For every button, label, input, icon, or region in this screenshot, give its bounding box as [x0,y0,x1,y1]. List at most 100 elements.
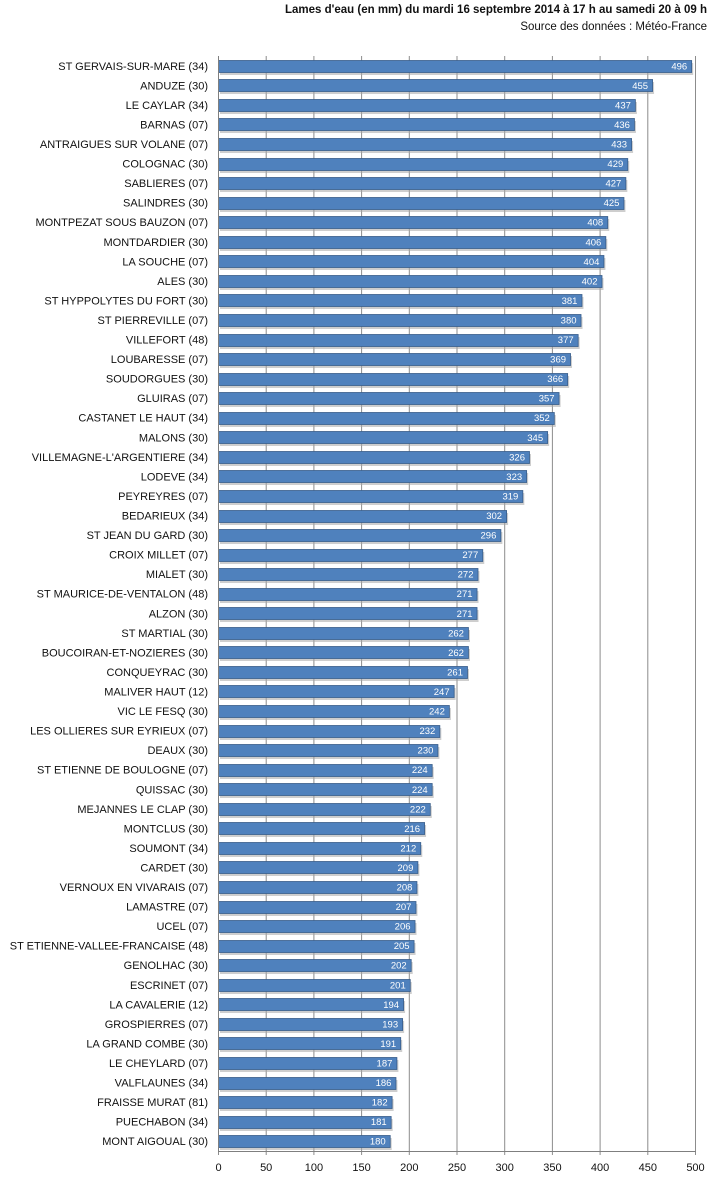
x-tick-label: 100 [305,1162,323,1174]
bar-value-label: 369 [550,355,566,366]
bar-value-label: 230 [418,746,434,757]
x-tick-label: 500 [686,1162,704,1174]
category-label: ST ETIENNE-VALLEE-FRANCAISE (48) [10,941,208,953]
chart-title: Lames d'eau (en mm) du mardi 16 septembr… [284,4,707,16]
bar-value-label: 380 [561,315,577,326]
bar [218,431,549,444]
category-label: SALINDRES (30) [123,198,208,210]
bar-value-label: 408 [587,218,603,229]
category-label: MEJANNES LE CLAP (30) [77,804,208,816]
bar [218,588,478,601]
bar [218,1116,392,1129]
bar-value-label: 242 [429,707,445,718]
category-label: GLUIRAS (07) [137,393,208,405]
category-label: VALFLAUNES (34) [115,1078,208,1090]
bar-value-label: 404 [584,257,600,268]
bar-value-label: 402 [582,276,598,287]
category-label: ALZON (30) [149,608,208,620]
bar-value-label: 296 [481,531,497,542]
bar-value-label: 427 [605,179,621,190]
bar [218,627,469,640]
x-tick-label: 400 [591,1162,609,1174]
bar-value-label: 247 [434,687,450,698]
bar-value-label: 224 [412,785,428,796]
category-label: MONTDARDIER (30) [103,237,208,249]
bar [218,803,431,816]
bar [218,177,627,190]
category-label: CARDET (30) [140,862,208,874]
bar [218,901,417,914]
bar-value-label: 302 [486,511,502,522]
category-label: UCEL (07) [156,921,208,933]
category-label: MALONS (30) [139,432,208,444]
category-label: LA CAVALERIE (12) [109,999,208,1011]
category-label: ANTRAIGUES SUR VOLANE (07) [40,139,208,151]
bar [218,334,579,347]
bar-value-label: 262 [448,628,464,639]
category-label: VIC LE FESQ (30) [118,706,208,718]
bar-value-label: 406 [585,237,601,248]
bar-value-label: 455 [632,81,648,92]
category-label: FRAISSE MURAT (81) [97,1097,208,1109]
category-label: SABLIERES (07) [124,178,208,190]
bar [218,1135,391,1148]
category-label: ST MARTIAL (30) [121,628,208,640]
bar [218,118,635,131]
bar [218,881,418,894]
bar-value-label: 277 [462,550,478,561]
bar [218,158,629,171]
bar-value-label: 319 [502,491,518,502]
category-label: CONQUEYRAC (30) [107,667,208,679]
x-tick-label: 300 [496,1162,514,1174]
bar [218,255,605,268]
bar-value-label: 496 [671,61,687,72]
category-label: PUECHABON (34) [116,1117,208,1129]
bar [218,940,415,953]
category-label: ST HYPPOLYTES DU FORT (30) [44,295,208,307]
category-label: ST JEAN DU GARD (30) [87,530,208,542]
bar [218,275,603,288]
x-tick-label: 250 [448,1162,466,1174]
bar [218,705,450,718]
bar-value-label: 186 [376,1078,392,1089]
bar [218,236,607,249]
bar-value-label: 357 [539,394,555,405]
bar [218,607,478,620]
bar-value-label: 271 [457,589,473,600]
bar-value-label: 202 [391,961,407,972]
bar [218,1077,397,1090]
bar-value-label: 212 [400,843,416,854]
bar-value-label: 381 [562,296,578,307]
x-tick-label: 200 [400,1162,418,1174]
bar-value-label: 326 [509,452,525,463]
bar [218,646,469,659]
chart-subtitle: Source des données : Météo-France [520,21,707,33]
category-label: BOUCOIRAN-ET-NOZIERES (30) [42,647,208,659]
bar-value-label: 216 [404,824,420,835]
bar [218,412,555,425]
bar [218,764,433,777]
bar-value-label: 209 [398,863,414,874]
bar [218,783,433,796]
category-label: DEAUX (30) [147,745,208,757]
bar-value-label: 180 [370,1137,386,1148]
bar [218,1057,398,1070]
bar [218,1018,404,1031]
bar [218,666,468,679]
bar-value-label: 206 [395,922,411,933]
category-label: LAMASTRE (07) [126,902,208,914]
bar [218,451,530,464]
category-label: BEDARIEUX (34) [122,511,208,523]
bar [218,99,636,112]
category-label: MONTCLUS (30) [124,823,208,835]
category-label: MIALET (30) [146,569,208,581]
bar [218,822,425,835]
bar [218,373,569,386]
bar [218,842,422,855]
category-label: LE CAYLAR (34) [126,100,208,112]
bar-value-label: 377 [558,335,574,346]
bar-value-label: 433 [611,139,627,150]
bar [218,490,524,503]
